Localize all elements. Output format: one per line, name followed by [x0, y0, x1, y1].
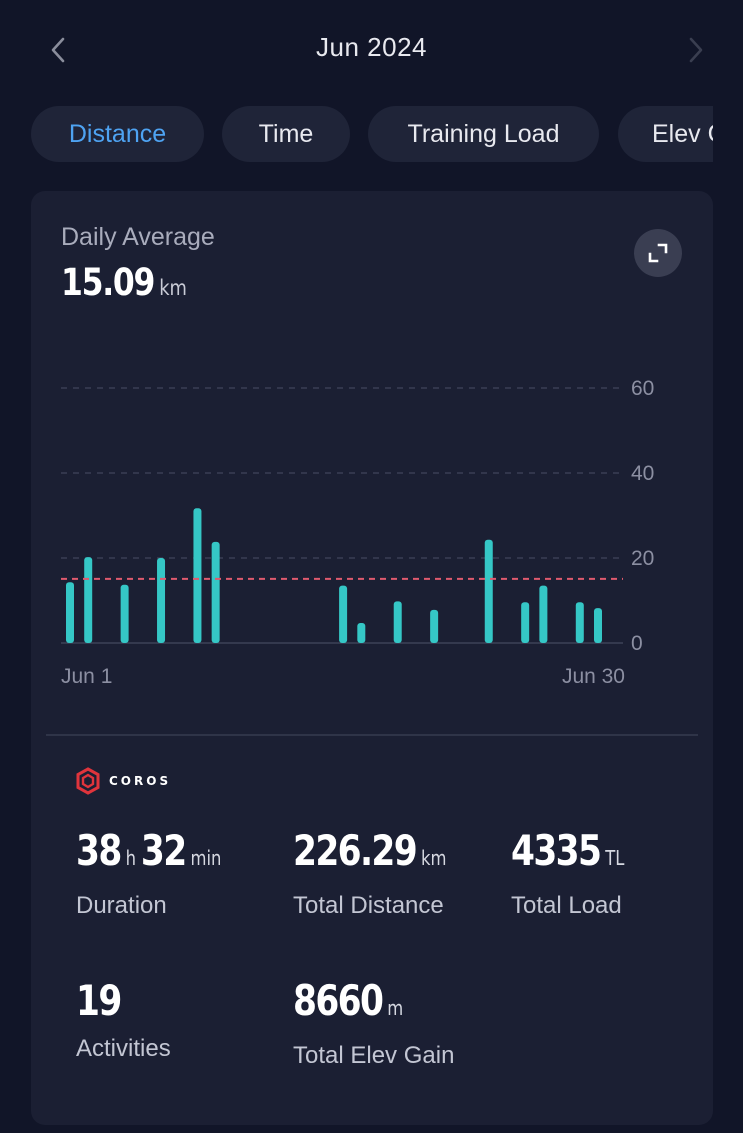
bar[interactable] — [66, 582, 74, 643]
total-distance-unit: km — [420, 846, 447, 870]
duration-minutes-unit: min — [190, 846, 222, 870]
activities-number: 19 — [76, 976, 122, 1025]
prev-month-button[interactable] — [36, 28, 80, 72]
divider — [46, 734, 698, 736]
header: Jun 2024 — [0, 0, 743, 100]
y-tick-label: 20 — [631, 547, 654, 570]
stat-activities: 19 Activities — [76, 977, 171, 1063]
bar[interactable] — [539, 585, 548, 643]
x-end-label: Jun 30 — [562, 665, 625, 688]
stat-total-distance: 226.29 km Total Distance — [293, 827, 486, 920]
stat-total-elev-gain: 8660 m Total Elev Gain — [293, 977, 454, 1070]
tab-training-load[interactable]: Training Load — [368, 106, 599, 162]
total-load-unit: TL — [605, 846, 625, 870]
tab-distance[interactable]: Distance — [31, 106, 204, 162]
x-start-label: Jun 1 — [61, 665, 112, 688]
distance-card: Daily Average 15.09 km 0 20 40 60 Jun 1 Jun 30… — [31, 191, 713, 1125]
bar[interactable] — [157, 558, 166, 643]
bar[interactable] — [594, 608, 602, 643]
chevron-right-icon — [689, 37, 703, 63]
total-distance-value: 226.29 km — [293, 827, 451, 882]
chevron-left-icon — [51, 37, 65, 63]
total-load-value: 4335 TL — [511, 827, 629, 882]
activities-value: 19 — [76, 977, 154, 1025]
bar[interactable] — [521, 602, 530, 643]
y-tick-label: 60 — [631, 377, 654, 400]
duration-value: 38 h 32 min — [76, 827, 226, 882]
bar[interactable] — [193, 508, 202, 643]
bar[interactable] — [484, 539, 493, 643]
y-tick-label: 40 — [631, 462, 654, 485]
tab-elev-gain[interactable]: Elev Gain — [618, 106, 713, 162]
total-elev-gain-unit: m — [387, 996, 404, 1020]
stat-duration: 38 h 32 min Duration — [76, 827, 259, 920]
bar[interactable] — [84, 557, 93, 643]
daily-average-value: 15.09 km — [61, 261, 187, 304]
total-distance-label: Total Distance — [293, 892, 444, 919]
daily-average-number: 15.09 — [61, 261, 155, 304]
bar[interactable] — [357, 623, 366, 643]
daily-average-label: Daily Average — [61, 223, 215, 251]
total-load-label: Total Load — [511, 892, 622, 919]
bar[interactable] — [339, 585, 348, 643]
coros-logo-mark-icon — [76, 767, 100, 795]
coros-logo: COROS — [75, 766, 171, 796]
expand-chart-button[interactable] — [634, 229, 682, 277]
total-load-number: 4335 — [511, 826, 602, 875]
duration-label: Duration — [76, 892, 167, 919]
bar[interactable] — [575, 602, 584, 643]
activities-label: Activities — [76, 1035, 171, 1062]
bar[interactable] — [430, 609, 439, 643]
stat-total-load: 4335 TL Total Load — [511, 827, 655, 920]
metric-tabs: Distance Time Training Load Elev Gain — [0, 106, 713, 164]
bar[interactable] — [211, 541, 220, 643]
y-tick-label: 0 — [631, 632, 643, 655]
distance-bar-chart: 0 20 40 60 Jun 1 Jun 30 — [61, 377, 654, 688]
duration-hours: 38 — [76, 826, 122, 875]
next-month-button[interactable] — [674, 28, 718, 72]
bar[interactable] — [393, 601, 402, 643]
total-elev-gain-label: Total Elev Gain — [293, 1042, 455, 1069]
expand-icon — [648, 243, 668, 263]
tab-time[interactable]: Time — [222, 106, 350, 162]
month-title: Jun 2024 — [316, 32, 427, 62]
total-elev-gain-value: 8660 m — [293, 977, 425, 1032]
total-elev-gain-number: 8660 — [293, 976, 384, 1025]
daily-average-unit: km — [159, 276, 187, 300]
total-distance-number: 226.29 — [293, 826, 418, 875]
duration-hours-unit: h — [125, 846, 136, 870]
duration-minutes: 32 — [140, 826, 187, 875]
coros-wordmark: COROS — [109, 774, 172, 788]
bar[interactable] — [120, 584, 129, 643]
